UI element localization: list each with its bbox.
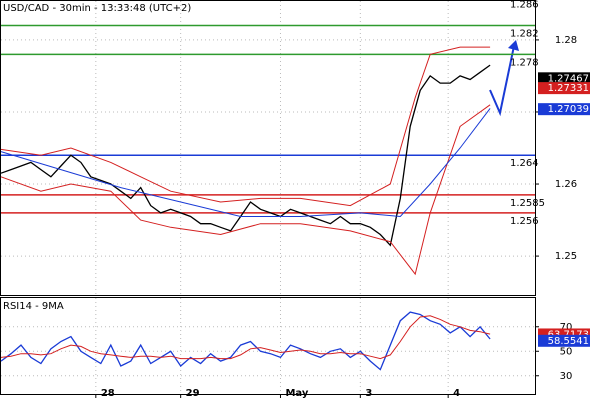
level-label: 1.264: [510, 158, 539, 169]
level-label: 1.278: [510, 57, 539, 68]
series-line: [0, 311, 491, 371]
price-tag-label: 1.27467: [548, 73, 589, 84]
y-tick-label: 1.28: [555, 35, 577, 46]
y-tick-label: 1.25: [555, 251, 577, 262]
forecast-arrow: [489, 45, 515, 117]
price-tag: [538, 334, 590, 347]
price-tag: [538, 103, 590, 116]
series-line: [0, 104, 491, 276]
x-tick-label: 29: [186, 388, 200, 399]
rsi-panel: [0, 297, 536, 395]
y-tick-label: 30: [560, 371, 573, 382]
x-tick-label: 28: [101, 388, 115, 399]
series-line: [0, 108, 491, 218]
level-label: 1.282: [510, 29, 539, 40]
series-line: [0, 46, 491, 207]
price-tag: [538, 82, 590, 95]
x-tick-label: 3: [365, 388, 372, 399]
y-tick-label: 1.26: [555, 179, 577, 190]
chart-title: USD/CAD - 30min - 13:33:48 (UTC+2): [3, 3, 191, 14]
x-tick-label: May: [285, 388, 308, 399]
level-label: 1.256: [510, 216, 539, 227]
price-panel: [0, 0, 536, 296]
level-label: 1.286: [510, 0, 539, 11]
price-tag: [538, 72, 590, 85]
arrow-head: [508, 40, 519, 51]
price-tag-label: 1.27039: [548, 104, 589, 115]
series-line: [0, 315, 491, 360]
rsi-title: RSI14 - 9MA: [3, 301, 64, 312]
x-tick-label: 4: [453, 388, 460, 399]
level-label: 1.2585: [510, 198, 545, 209]
price-tag-label: 1.27331: [548, 83, 589, 94]
price-tag-label: 58.5541: [548, 336, 589, 347]
y-tick-label: 50: [560, 346, 573, 357]
series-line: [0, 64, 491, 247]
y-tick-label: 70: [560, 322, 573, 333]
